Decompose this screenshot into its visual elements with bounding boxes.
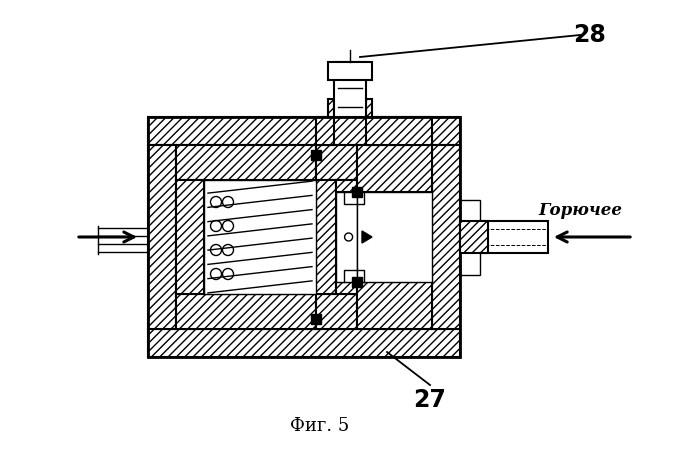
Bar: [148, 117, 460, 145]
Bar: [357, 192, 432, 282]
Bar: [176, 294, 316, 329]
Bar: [357, 145, 432, 192]
Bar: [328, 62, 372, 80]
Text: Горючее: Горючее: [538, 202, 622, 219]
Polygon shape: [362, 231, 372, 243]
Bar: [328, 99, 334, 117]
Bar: [204, 180, 316, 294]
Text: 27: 27: [414, 388, 447, 412]
Text: Фиг. 5: Фиг. 5: [290, 417, 349, 435]
Bar: [176, 145, 316, 180]
Bar: [148, 117, 460, 357]
Bar: [460, 199, 480, 274]
Bar: [336, 282, 357, 294]
Bar: [460, 221, 488, 253]
Bar: [352, 277, 362, 287]
Bar: [366, 117, 432, 145]
Bar: [148, 145, 176, 329]
Bar: [357, 282, 432, 329]
Bar: [432, 145, 460, 329]
Bar: [176, 180, 204, 294]
Bar: [316, 117, 334, 145]
Bar: [366, 99, 372, 117]
Bar: [480, 221, 548, 253]
Bar: [311, 314, 321, 324]
Bar: [148, 329, 460, 357]
Bar: [316, 180, 336, 294]
Bar: [336, 180, 357, 192]
Bar: [352, 187, 362, 197]
Bar: [334, 62, 366, 117]
Bar: [336, 192, 357, 282]
Bar: [316, 294, 357, 329]
Bar: [316, 145, 357, 180]
Bar: [311, 150, 321, 160]
Text: 28: 28: [573, 23, 606, 47]
